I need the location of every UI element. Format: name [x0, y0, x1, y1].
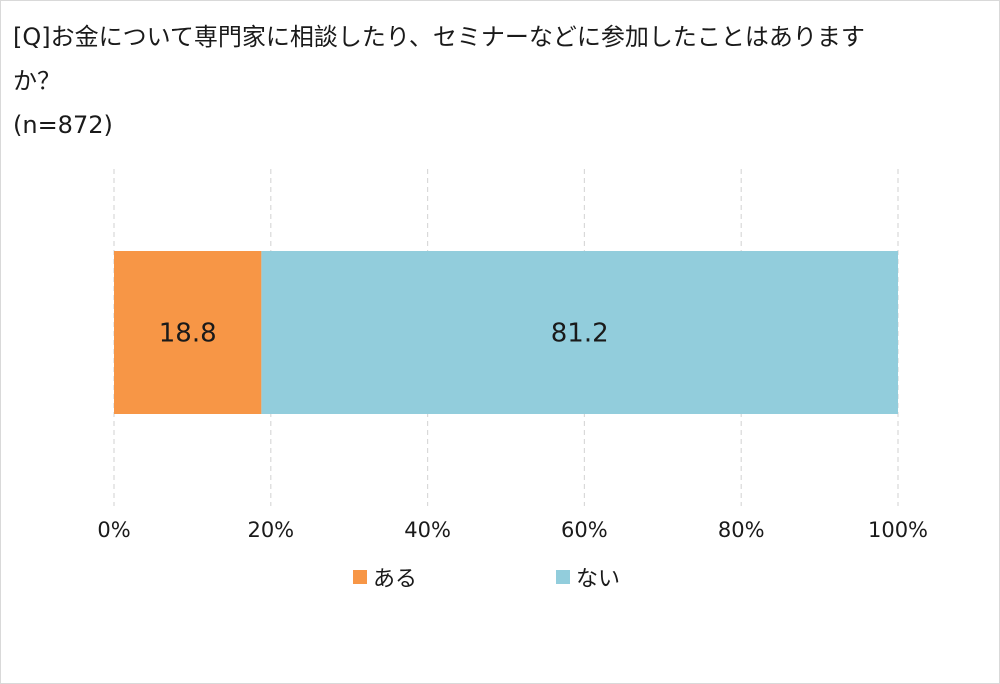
bar-segment-1	[261, 251, 899, 414]
chart-title: [Q]お金について専門家に相談したり、セミナーなどに参加したことはあります か？…	[13, 15, 973, 147]
title-line-2: か？	[13, 67, 61, 95]
stacked-bar-chart: 18.8 81.2 0% 20% 40% 60% 80% 100%	[97, 169, 928, 542]
legend-item-nai: ない	[556, 561, 620, 593]
x-tick-label-5: 100%	[868, 518, 928, 542]
x-tick-label-3: 60%	[561, 518, 608, 542]
bar-segment-0	[114, 251, 262, 414]
title-line-3: (n=872)	[13, 111, 113, 139]
x-tick-label-0: 0%	[97, 518, 130, 542]
title-line-1: [Q]お金について専門家に相談したり、セミナーなどに参加したことはあります	[13, 23, 865, 51]
data-label-0: 18.8	[159, 319, 217, 349]
legend-label-aru: ある	[373, 567, 418, 592]
data-label-1: 81.2	[551, 319, 609, 349]
legend-label-nai: ない	[576, 567, 621, 592]
x-tick-label-2: 40%	[404, 518, 451, 542]
legend: ある ない	[1, 561, 1000, 597]
legend-swatch-nai	[556, 570, 570, 584]
legend-swatch-aru	[353, 570, 367, 584]
x-tick-label-4: 80%	[718, 518, 765, 542]
legend-item-aru: ある	[353, 561, 417, 593]
x-tick-label-1: 20%	[247, 518, 294, 542]
